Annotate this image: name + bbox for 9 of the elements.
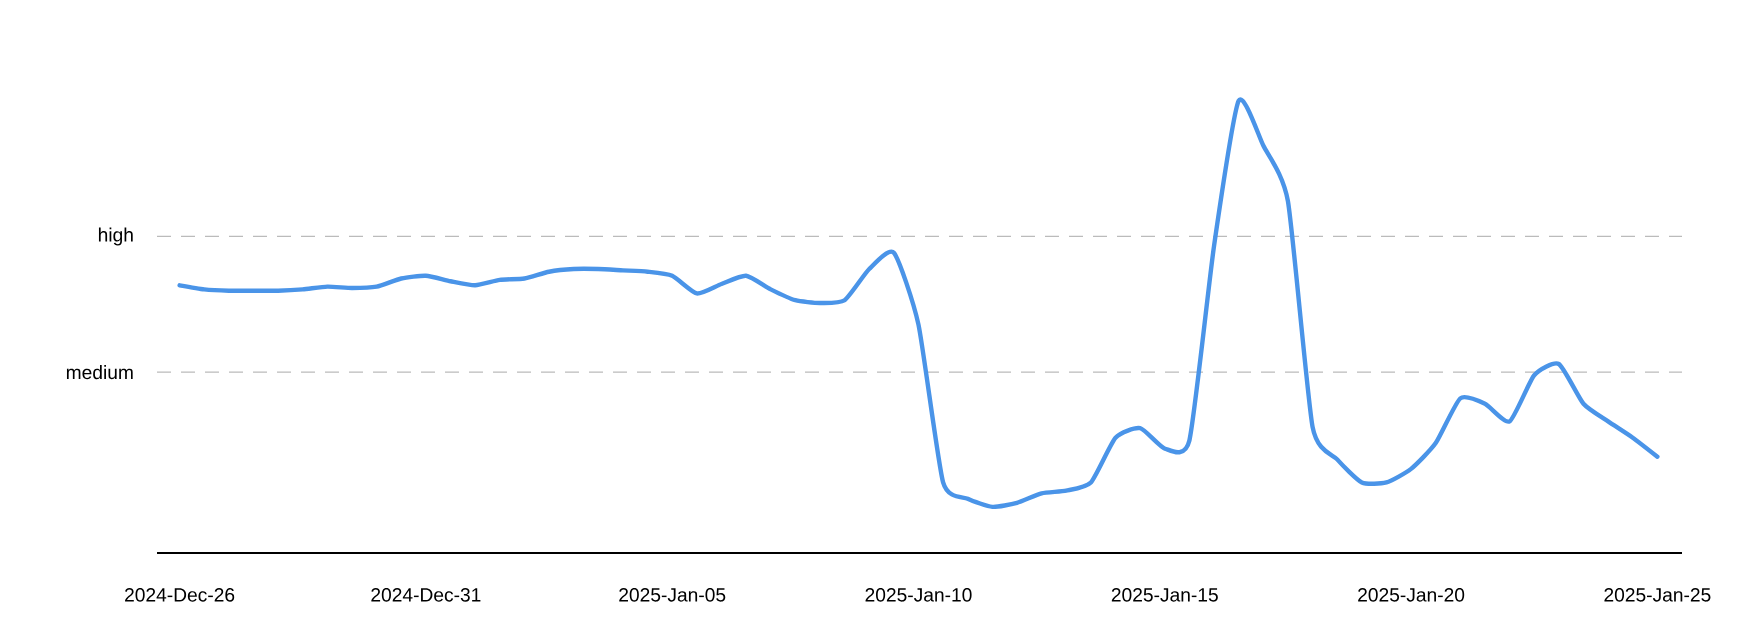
x-tick-label: 2025-Jan-05 (619, 588, 726, 602)
x-tick-label: 2024-Dec-26 (125, 588, 235, 602)
ref-line-label: medium (66, 365, 133, 380)
x-tick-label: 2025-Jan-15 (1111, 588, 1218, 602)
ref-line-label: high (98, 227, 133, 246)
x-tick-label: 2024-Dec-31 (371, 588, 481, 602)
x-tick-label: 2025-Jan-25 (1604, 588, 1711, 602)
x-tick-label: 2025-Jan-10 (865, 588, 972, 602)
x-tick-label: 2025-Jan-20 (1358, 588, 1465, 602)
